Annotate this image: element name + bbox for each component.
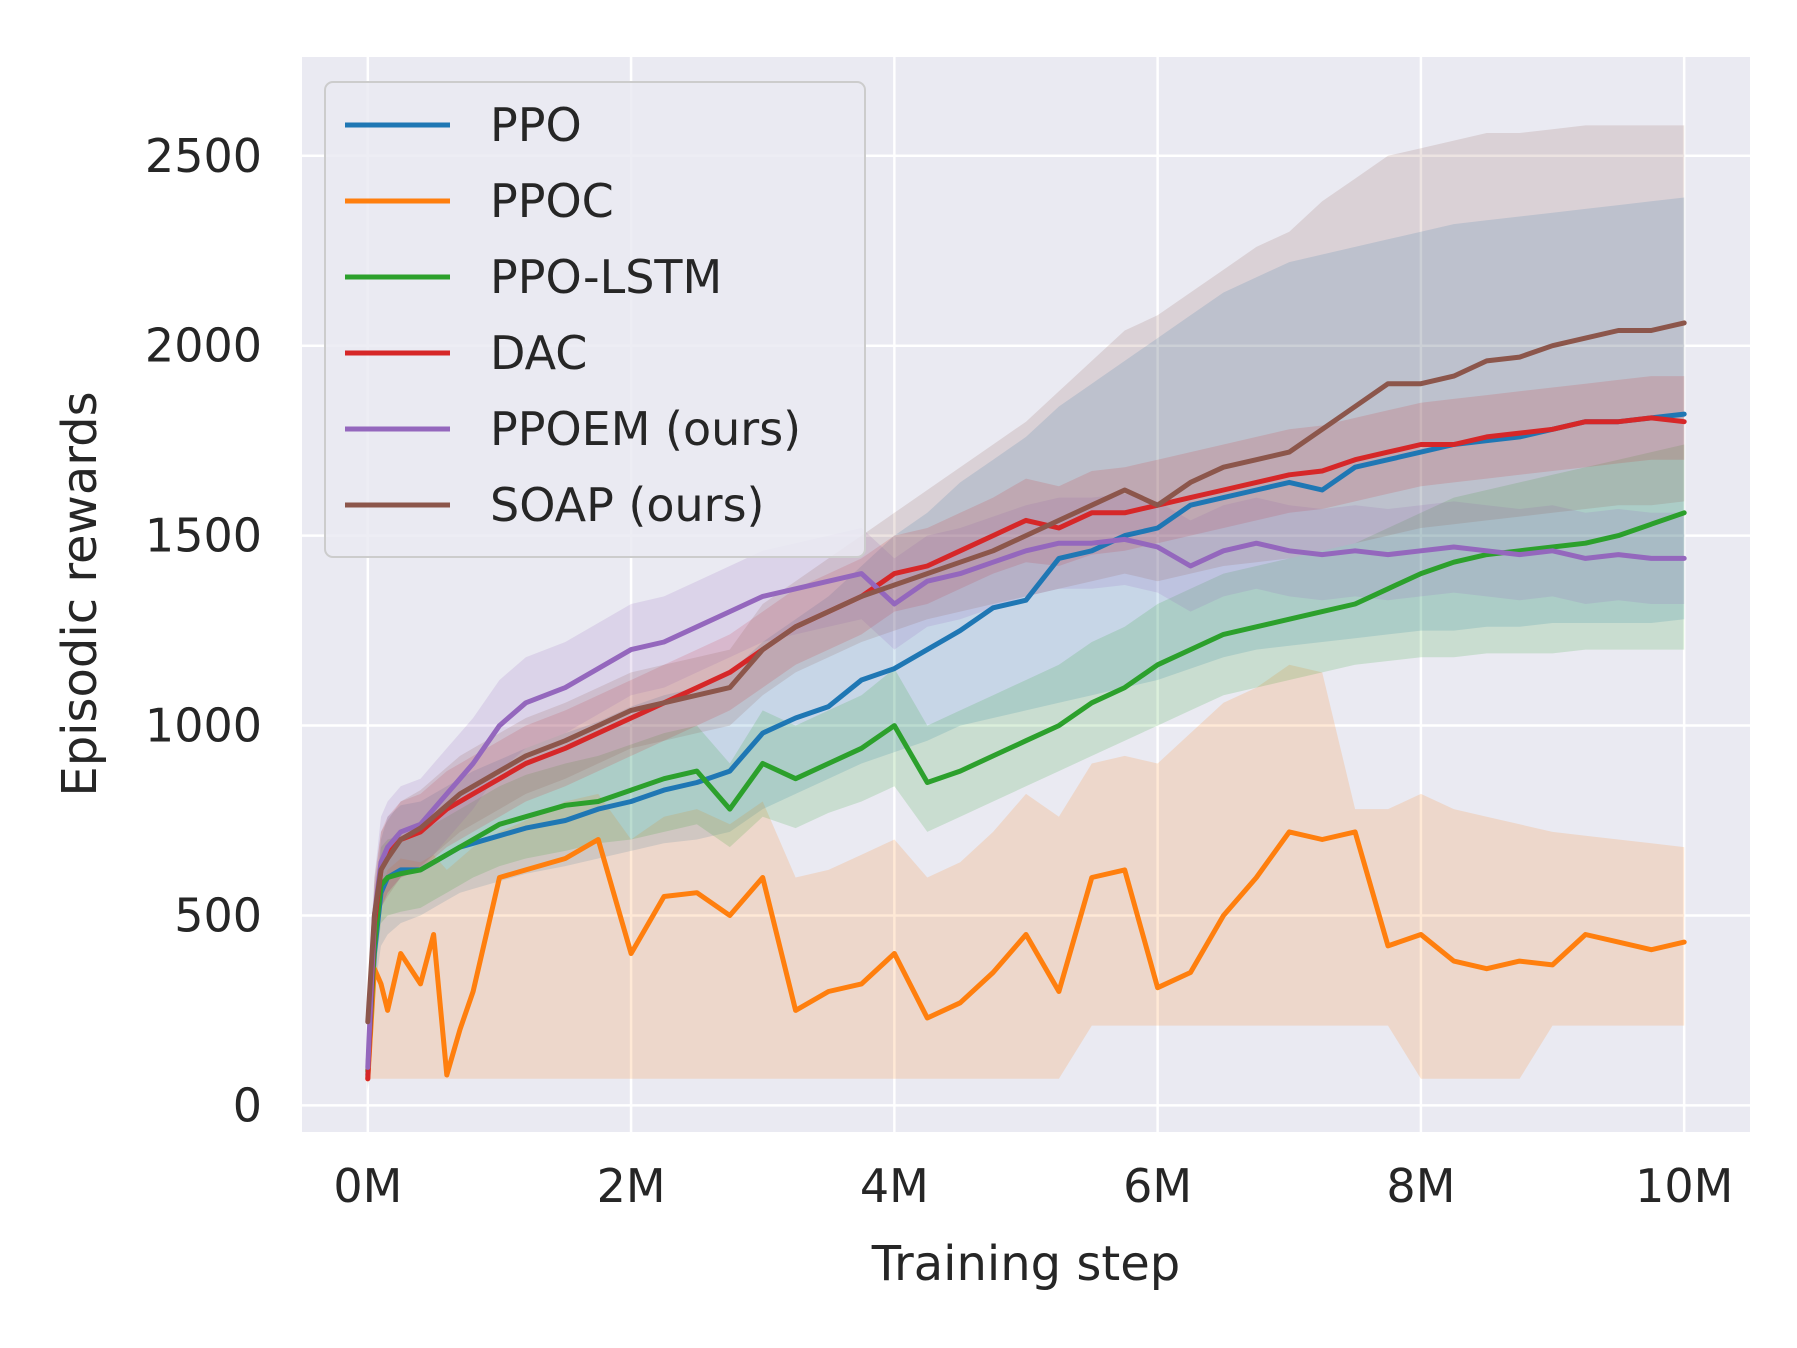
x-tick-label: 0M	[333, 1159, 402, 1213]
line-ppoem-ours	[365, 536, 1687, 1070]
x-tick-label: 4M	[860, 1159, 929, 1213]
band-ppoc	[367, 664, 1685, 1079]
y-tick-label: 1000	[145, 699, 262, 753]
y-tick-labels: 0 500 1000 1500 2000 2500	[145, 129, 262, 1133]
band-ppoem-ours	[367, 493, 1685, 1083]
line-ppoc	[365, 829, 1687, 1082]
legend-label-soap-ours: SOAP (ours)	[490, 478, 765, 532]
x-tick-label: 6M	[1123, 1159, 1192, 1213]
legend-label-dac: DAC	[490, 326, 587, 380]
x-tick-label: 8M	[1386, 1159, 1455, 1213]
legend: PPO PPOC PPO-LSTM DAC PPOEM (ours) SOAP (ours…	[324, 81, 866, 558]
y-axis-title: Episodic rewards	[52, 391, 108, 796]
legend-label-ppo-lstm: PPO-LSTM	[490, 250, 722, 304]
line-dac	[365, 415, 1687, 1082]
x-tick-labels: 0M 2M 4M 6M 8M 10M	[333, 1159, 1733, 1213]
y-tick-label: 2000	[145, 319, 262, 373]
line-soap-ours	[365, 320, 1687, 1025]
legend-label-ppo: PPO	[490, 98, 582, 152]
y-tick-label: 0	[233, 1078, 262, 1132]
band-ppo	[367, 197, 1685, 1091]
x-tick-label: 10M	[1635, 1159, 1733, 1213]
y-tick-label: 1500	[145, 509, 262, 563]
x-tick-label: 2M	[597, 1159, 666, 1213]
legend-label-ppoem-ours: PPOEM (ours)	[490, 402, 801, 456]
line-ppo-lstm	[365, 510, 1687, 1074]
y-tick-label: 500	[174, 888, 262, 942]
y-tick-label: 2500	[145, 129, 262, 183]
legend-label-ppoc: PPOC	[490, 174, 614, 228]
legend-box	[324, 81, 866, 558]
series-lines	[365, 320, 1687, 1082]
x-axis-title: Training step	[871, 1236, 1180, 1292]
